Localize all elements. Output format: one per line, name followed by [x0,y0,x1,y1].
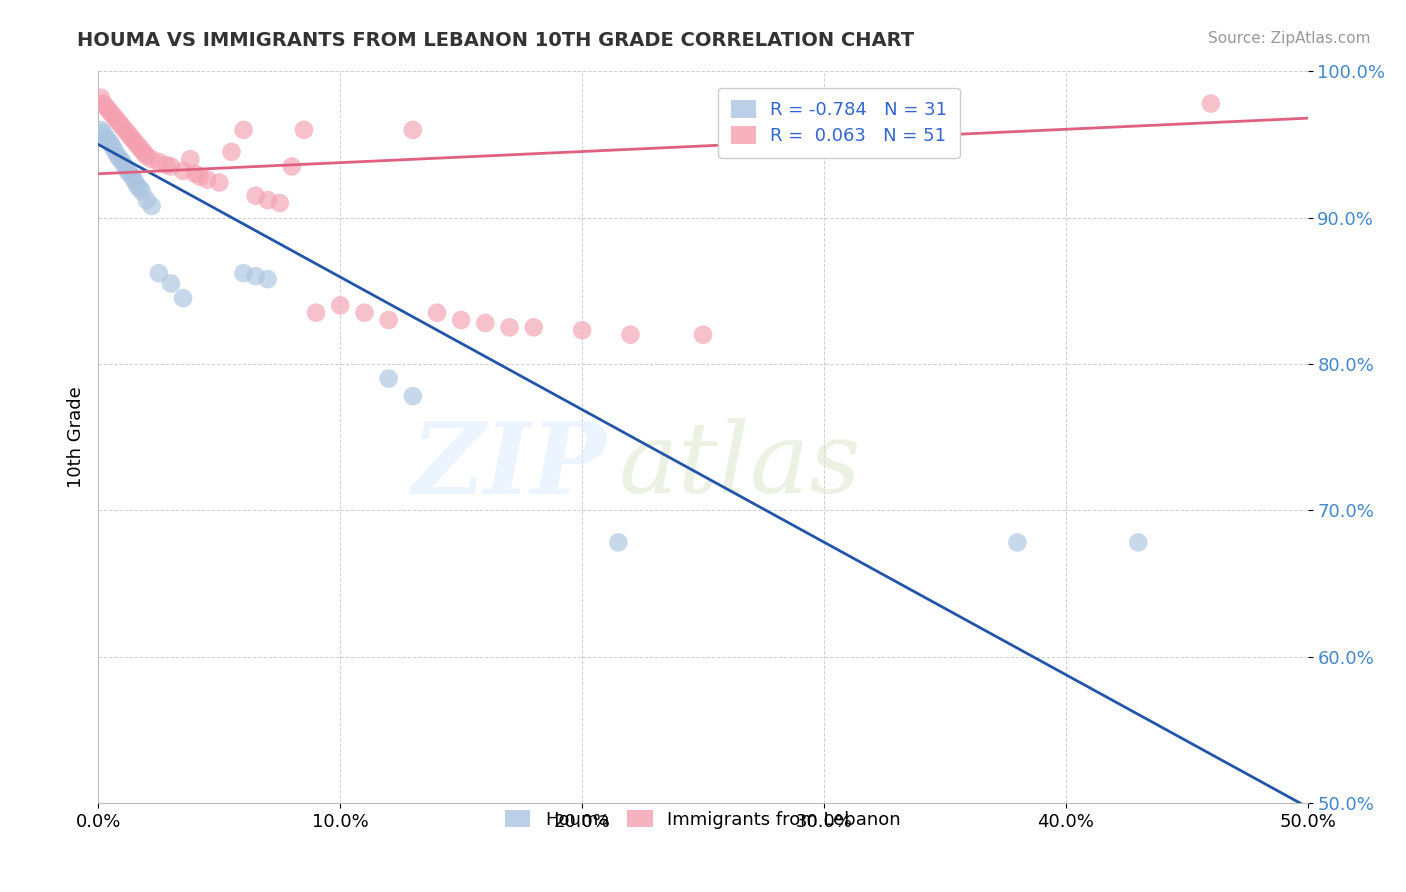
Point [104,145,127,159]
Point [245,269,267,284]
Point [160,277,183,291]
Point [172,291,194,305]
Point [269,196,291,211]
Text: atlas: atlas [619,418,860,514]
Point [131,184,153,198]
Point [121,131,143,145]
Point [1007,535,1029,549]
Point [94,99,117,113]
Point [607,535,630,549]
Point [131,144,153,158]
Point [104,111,127,125]
Point [179,152,201,166]
Point [107,114,129,128]
Point [208,176,231,190]
Point [108,152,131,166]
Point [108,117,131,131]
Point [498,320,520,334]
Point [101,108,124,122]
Text: HOUMA VS IMMIGRANTS FROM LEBANON 10TH GRADE CORRELATION CHART: HOUMA VS IMMIGRANTS FROM LEBANON 10TH GR… [77,31,914,50]
Point [195,172,218,186]
Point [94,130,117,145]
Point [232,266,254,280]
Point [135,193,157,207]
Point [692,327,714,342]
Point [256,272,278,286]
Point [329,298,352,312]
Point [121,169,143,184]
Point [114,123,136,137]
Point [107,149,129,163]
Point [256,193,278,207]
Point [127,178,149,193]
Point [402,389,425,403]
Point [232,123,254,137]
Y-axis label: 10th Grade: 10th Grade [66,386,84,488]
Point [172,164,194,178]
Point [97,133,120,147]
Point [127,137,149,152]
Point [474,316,496,330]
Point [377,371,399,385]
Text: ZIP: ZIP [412,418,606,515]
Point [141,199,163,213]
Point [135,149,157,163]
Point [134,146,156,161]
Point [91,96,114,111]
Point [305,306,328,320]
Point [117,126,139,140]
Point [91,126,114,140]
Point [124,135,146,149]
Point [128,140,150,154]
Point [450,313,472,327]
Point [1199,96,1222,111]
Point [292,123,315,137]
Point [221,145,243,159]
Point [155,158,177,172]
Point [523,320,546,334]
Point [90,123,112,137]
Legend: Houma, Immigrants from Lebanon: Houma, Immigrants from Lebanon [496,801,910,838]
Point [188,169,211,184]
Point [353,306,375,320]
Point [100,105,122,120]
Point [100,136,122,150]
Point [117,164,139,178]
Point [377,313,399,327]
Point [619,327,641,342]
Point [90,91,112,105]
Point [114,160,136,174]
Point [141,152,163,166]
Point [111,155,134,169]
Point [128,181,150,195]
Point [160,160,183,174]
Point [124,174,146,188]
Text: Source: ZipAtlas.com: Source: ZipAtlas.com [1208,31,1371,46]
Point [111,120,134,134]
Point [571,323,593,337]
Point [184,167,207,181]
Point [426,306,449,320]
Point [245,188,267,202]
Point [118,167,141,181]
Point [402,123,425,137]
Point [148,266,170,280]
Point [118,128,141,143]
Point [281,160,304,174]
Point [1128,535,1150,549]
Point [97,103,120,117]
Point [101,140,124,154]
Point [148,155,170,169]
